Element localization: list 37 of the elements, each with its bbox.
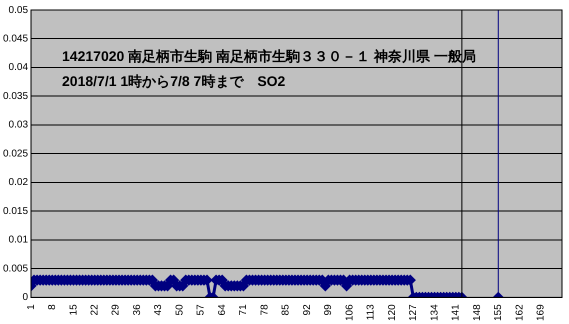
x-tick-label: 57 xyxy=(196,304,207,316)
x-tick-label: 85 xyxy=(280,304,292,316)
x-tick-label: 169 xyxy=(536,304,547,322)
y-tick-label: 0.04 xyxy=(8,62,28,74)
x-tick-label: 29 xyxy=(110,304,122,316)
y-tick-label: 0.015 xyxy=(2,206,28,217)
y-tick-label: 0.05 xyxy=(8,4,28,16)
x-tick-label: 120 xyxy=(386,304,398,322)
y-tick-label: 0.02 xyxy=(8,177,28,188)
x-tick-label: 71 xyxy=(238,304,250,316)
x-tick-label: 106 xyxy=(344,304,356,322)
y-tick-label: 0.035 xyxy=(2,90,28,102)
y-tick-label: 0.03 xyxy=(8,120,28,131)
y-tick-label: 0 xyxy=(22,292,28,304)
x-tick-label: 99 xyxy=(323,304,334,316)
y-tick-label: 0.045 xyxy=(2,33,28,44)
x-tick-label: 22 xyxy=(89,304,100,316)
x-tick-label: 134 xyxy=(429,304,440,322)
x-tick-label: 64 xyxy=(216,304,228,316)
x-tick-label: 113 xyxy=(366,304,377,320)
x-tick-label: 155 xyxy=(493,304,504,322)
x-tick-label: 148 xyxy=(472,304,483,322)
x-tick-label: 141 xyxy=(450,304,462,322)
y-tick-label: 0.025 xyxy=(2,148,28,160)
y-tick-label: 0.005 xyxy=(2,263,28,274)
x-tick-label: 92 xyxy=(302,304,313,316)
text: 2018/7/1 1時から7/8 7時まで SO2 xyxy=(62,72,286,89)
x-tick-label: 127 xyxy=(408,304,420,322)
x-tick-label: 162 xyxy=(514,304,526,322)
y-tick-label: 0.01 xyxy=(8,234,28,246)
x-tick-label: 78 xyxy=(259,304,270,316)
x-tick-label: 8 xyxy=(47,304,58,310)
x-tick-label: 15 xyxy=(68,304,80,316)
x-tick-label: 50 xyxy=(174,304,186,316)
x-tick-label: 36 xyxy=(132,304,143,316)
x-tick-label: 1 xyxy=(26,304,37,310)
x-tick-label: 43 xyxy=(153,304,164,316)
